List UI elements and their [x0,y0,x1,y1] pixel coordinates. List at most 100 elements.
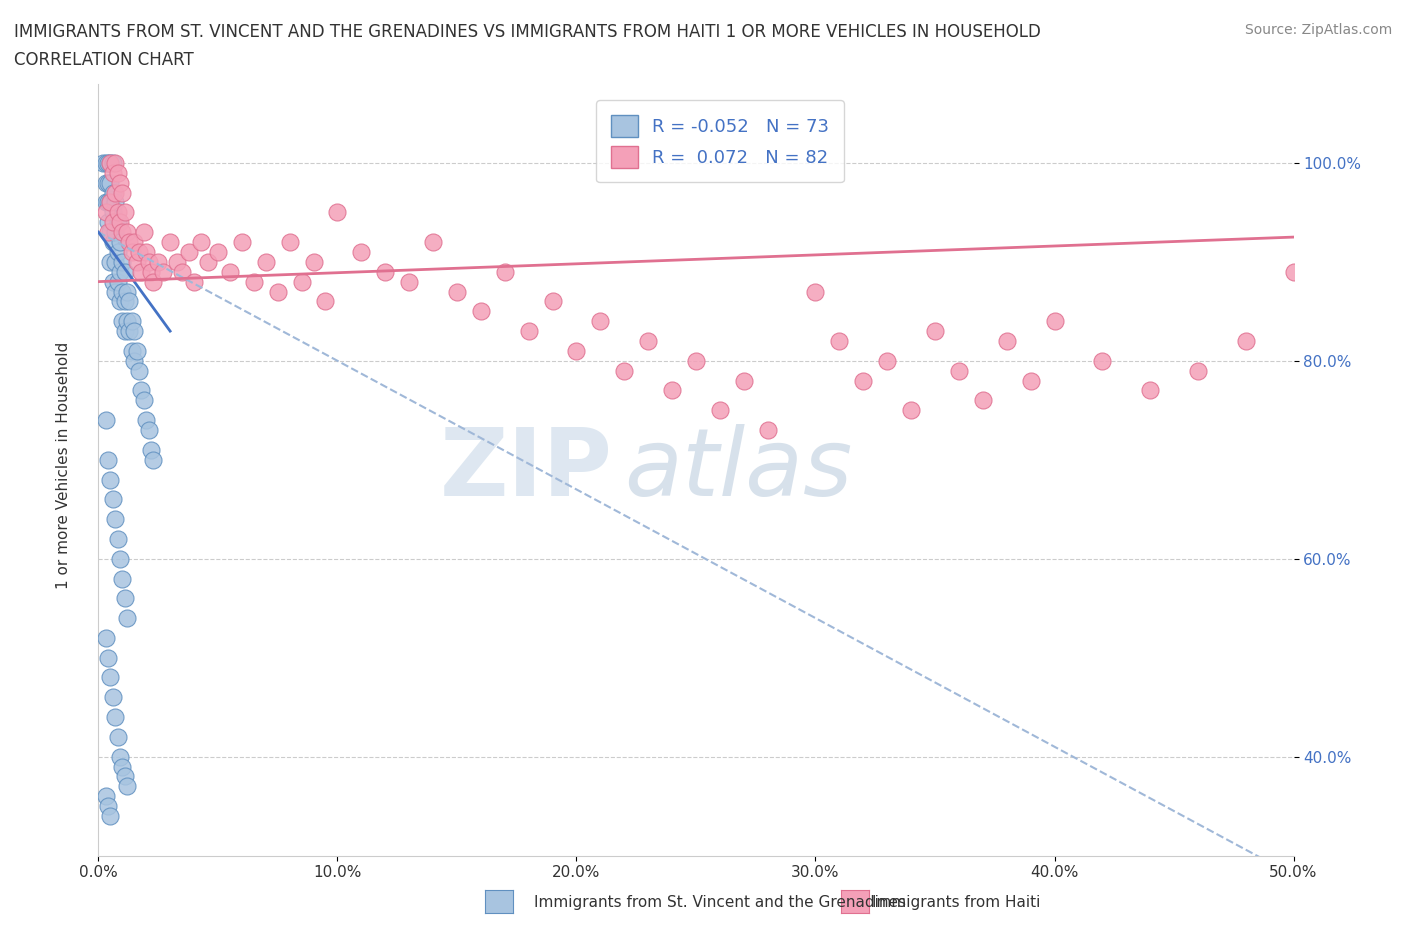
Point [183,274,205,289]
Point [756,422,779,437]
Point [637,334,659,349]
Point [98,155,122,170]
Point [243,274,266,289]
Point [94,195,117,210]
Point [948,364,970,379]
Point [124,234,146,249]
Text: Immigrants from St. Vincent and the Grenadines: Immigrants from St. Vincent and the Gren… [534,895,907,910]
Point [326,205,349,219]
Point [97,155,120,170]
Point [876,353,898,368]
Point [107,205,129,219]
Text: Immigrants from Haiti: Immigrants from Haiti [872,895,1040,910]
Point [139,443,162,458]
Point [111,185,134,200]
Point [111,255,134,270]
Point [494,264,516,279]
Point [104,195,127,210]
Point [278,234,301,249]
Point [661,383,683,398]
Point [709,403,731,418]
Point [350,245,373,259]
Point [97,215,120,230]
Point [804,284,827,299]
Point [118,324,141,339]
Point [132,225,155,240]
Point [104,710,127,724]
Point [108,175,131,190]
Point [1091,353,1114,368]
Point [517,324,540,339]
Point [114,294,136,309]
Point [94,155,117,170]
Point [541,294,564,309]
Point [924,324,946,339]
Point [97,452,120,467]
Point [98,175,122,190]
Point [179,245,201,259]
Point [139,264,162,279]
Point [231,234,253,249]
Point [291,274,314,289]
Text: IMMIGRANTS FROM ST. VINCENT AND THE GRENADINES VS IMMIGRANTS FROM HAITI 1 OR MOR: IMMIGRANTS FROM ST. VINCENT AND THE GREN… [14,23,1040,41]
Point [589,313,612,328]
Legend: R = -0.052   N = 73, R =  0.072   N = 82: R = -0.052 N = 73, R = 0.072 N = 82 [596,100,844,182]
Point [159,234,181,249]
Point [101,234,124,249]
Point [98,195,122,210]
Point [108,551,131,566]
Point [197,255,219,270]
Point [101,205,124,219]
Point [115,611,138,626]
Point [115,313,138,328]
Point [104,255,127,270]
Point [565,343,588,358]
Point [900,403,922,418]
Point [108,750,131,764]
Point [101,492,124,507]
Point [118,234,141,249]
Point [1139,383,1161,398]
Point [115,284,138,299]
Point [101,185,124,200]
Point [132,393,155,408]
Point [121,343,143,358]
Point [138,255,160,270]
Point [135,245,157,259]
Point [104,185,127,200]
Point [94,413,117,428]
Point [219,264,242,279]
Point [152,264,174,279]
Point [108,234,131,249]
Point [111,313,134,328]
Point [108,215,131,230]
Point [107,166,129,180]
Point [267,284,290,299]
Point [114,769,136,784]
Point [128,245,150,259]
Text: 1 or more Vehicles in Household: 1 or more Vehicles in Household [56,341,70,589]
Point [97,799,120,814]
Point [972,393,994,408]
Point [1234,334,1257,349]
Point [733,373,755,388]
Point [190,234,212,249]
Point [135,413,157,428]
Point [128,364,150,379]
Point [172,264,194,279]
Point [107,215,129,230]
Point [422,234,444,249]
Point [115,779,138,794]
Point [98,225,122,240]
Point [125,255,148,270]
Point [98,472,122,487]
Point [1282,264,1305,279]
Point [111,284,134,299]
Point [142,452,165,467]
Point [613,364,636,379]
Point [107,729,129,744]
Point [107,245,129,259]
Point [398,274,420,289]
Point [142,274,165,289]
Point [98,670,122,684]
